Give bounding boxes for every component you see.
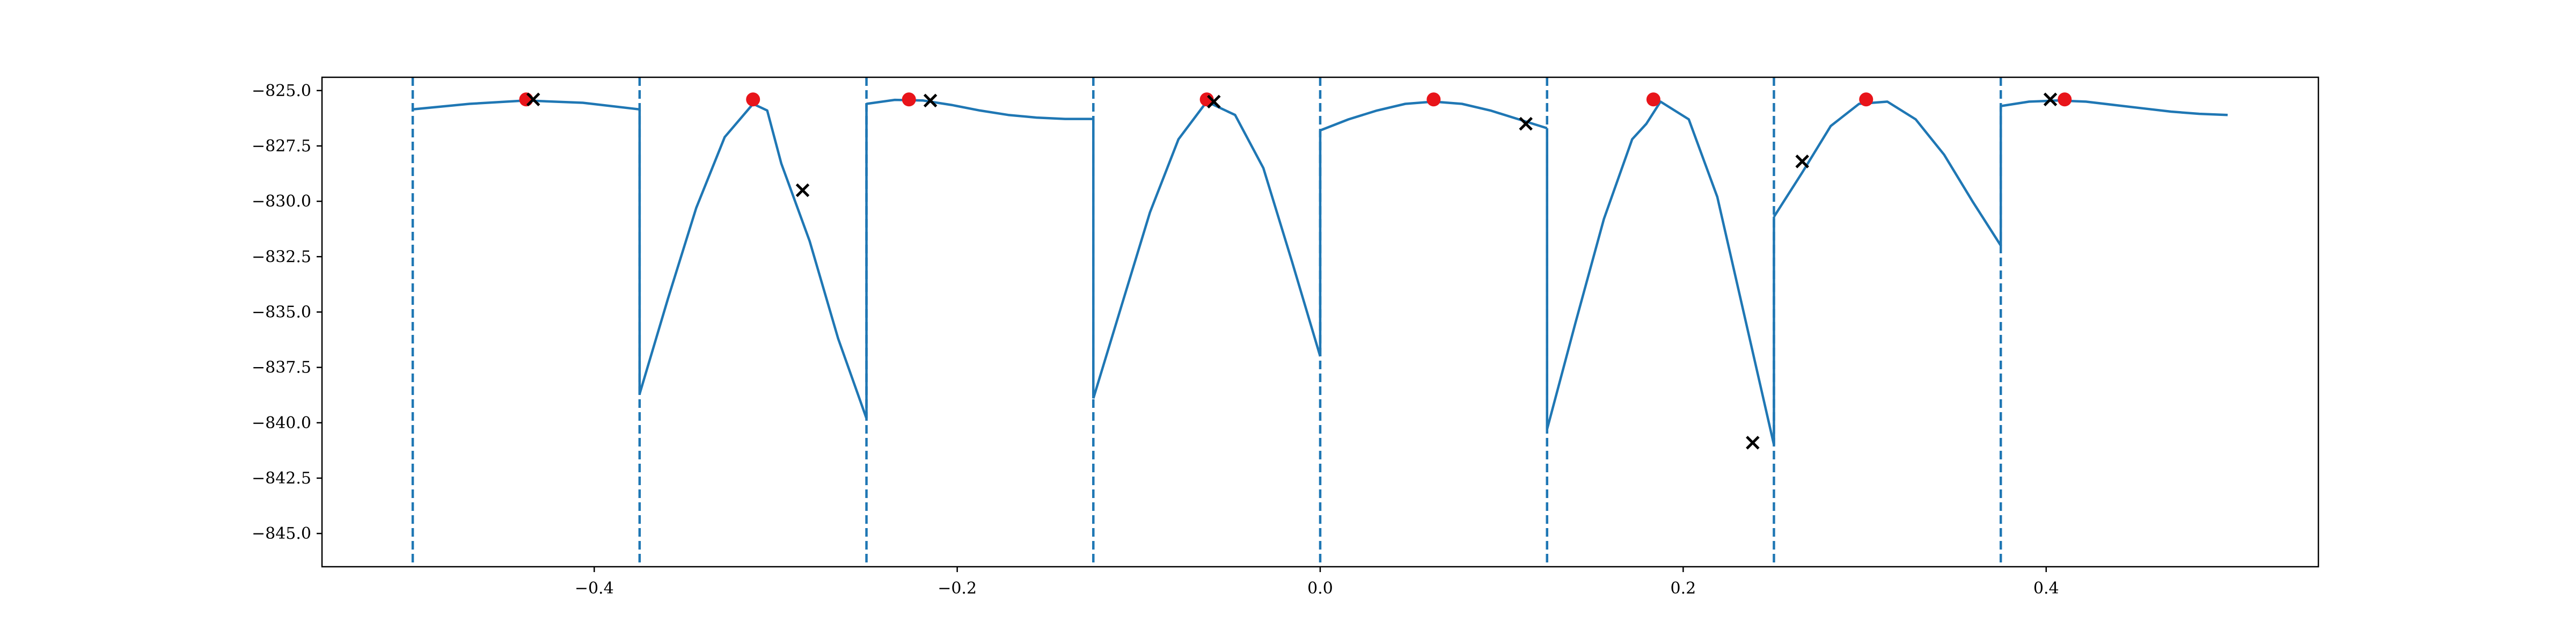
y-tick-label: −845.0 (252, 524, 311, 543)
cross-stroke (526, 92, 540, 107)
x-tick-label: −0.4 (575, 579, 614, 598)
cross-marker (1519, 116, 1533, 131)
y-tick-label: −837.5 (252, 358, 311, 377)
cross-marker (526, 92, 540, 107)
maximum-dot (1859, 92, 1874, 107)
series-segment (638, 103, 868, 419)
maximum-dot (1199, 92, 1214, 107)
cross-stroke (923, 93, 938, 108)
y-tick-label: −827.5 (252, 137, 311, 156)
series-segment (2000, 99, 2228, 116)
cross-marker (1746, 436, 1760, 450)
cross-stroke (795, 183, 810, 197)
maximum-dot (902, 92, 916, 107)
y-tick-label: −830.0 (252, 192, 311, 211)
maximum-dot (2058, 92, 2072, 107)
y-tick-label: −825.0 (252, 82, 311, 100)
cross-stroke (1207, 94, 1221, 109)
cross-stroke (1795, 155, 1809, 169)
cross-marker (1207, 94, 1221, 109)
y-tick-label: −832.5 (252, 247, 311, 266)
maximum-dot (1426, 92, 1441, 107)
cross-marker (1795, 155, 1809, 169)
series-segment (1546, 100, 1775, 445)
maximum-dot (519, 92, 533, 107)
cross-marker (2043, 92, 2058, 107)
cross-stroke (1519, 116, 1533, 131)
cross-stroke (1746, 436, 1760, 450)
markers (519, 92, 2072, 450)
axes: −0.4 −0.2 0.0 0.2 0.4 −825.0 −827.5 −830.0 −832.… (252, 76, 2319, 598)
x-tick-label: 0.4 (2033, 579, 2059, 598)
cross-marker (923, 93, 938, 108)
y-tick-label: −842.5 (252, 469, 311, 488)
x-tick-label: 0.0 (1307, 579, 1333, 598)
maximum-dot (746, 92, 760, 107)
cross-stroke (2043, 92, 2058, 107)
cross-marker (795, 183, 810, 197)
x-tick-label: −0.2 (938, 579, 977, 598)
y-tick-label: −835.0 (252, 303, 311, 321)
maximum-dot (1646, 92, 1660, 107)
series-segment (1773, 100, 2002, 246)
x-tick-label: 0.2 (1671, 579, 1696, 598)
y-tick-label: −840.0 (252, 414, 311, 433)
